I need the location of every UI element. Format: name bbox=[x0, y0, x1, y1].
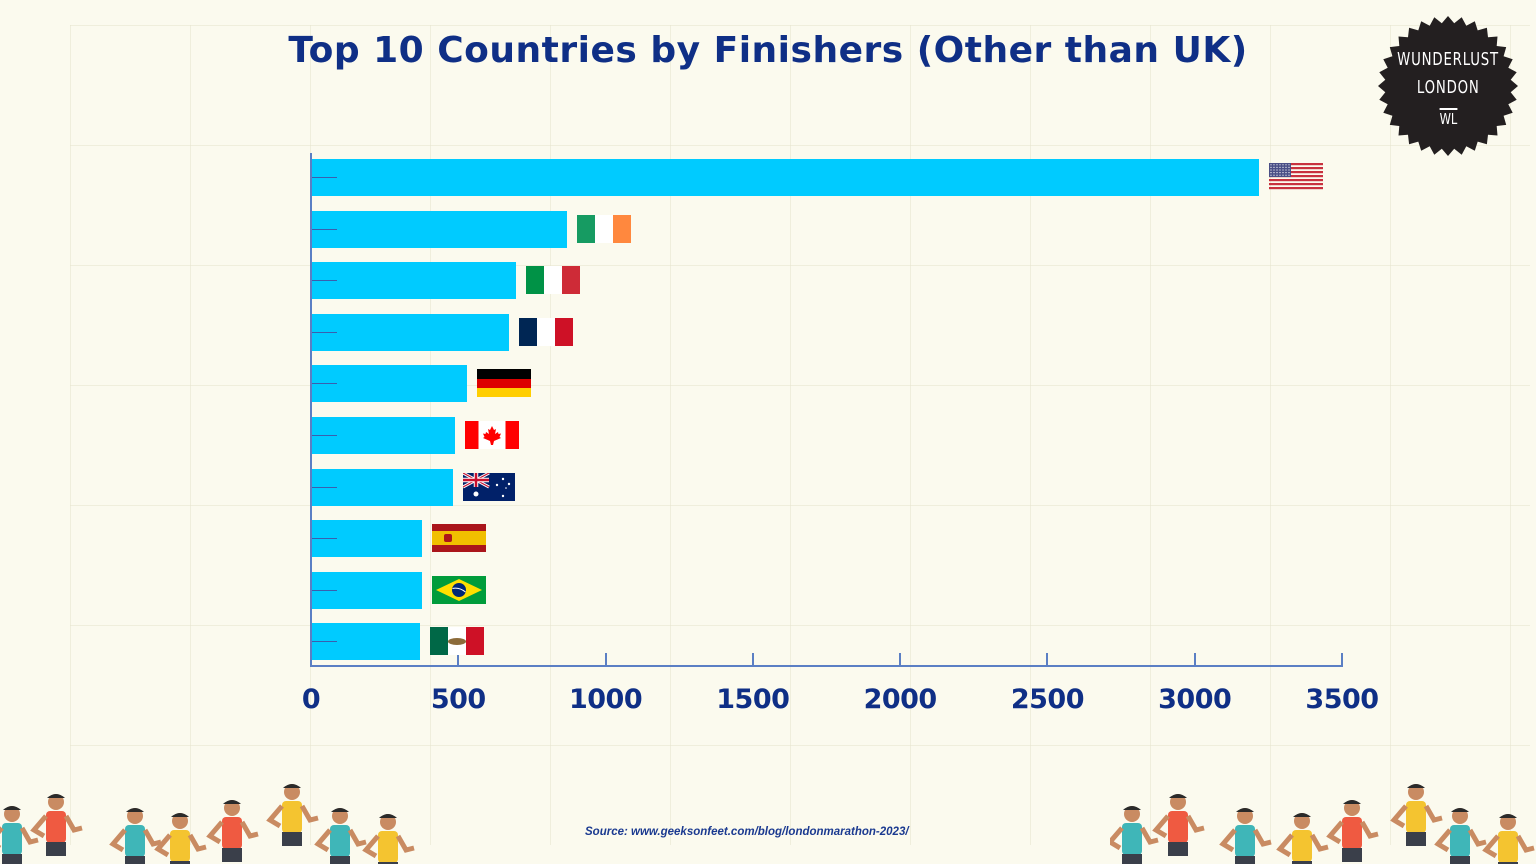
runners-illustration-left-icon bbox=[0, 784, 415, 864]
y-tick-mark bbox=[312, 641, 337, 643]
italy-flag-icon bbox=[526, 266, 581, 295]
x-tick-mark bbox=[1341, 653, 1343, 666]
australia-flag-icon bbox=[463, 472, 517, 501]
x-axis-line bbox=[310, 665, 1343, 667]
bar-usa bbox=[312, 159, 1260, 196]
y-tick-mark bbox=[312, 228, 337, 230]
bar-france bbox=[312, 313, 510, 351]
x-tick-label: 3000 bbox=[1158, 684, 1232, 715]
logo-monogram: WL bbox=[1439, 107, 1457, 128]
logo-line-1: WUNDERLUST bbox=[1397, 48, 1499, 70]
x-tick-mark bbox=[751, 653, 754, 666]
y-tick-mark bbox=[312, 589, 337, 591]
source-caption: Source: www.geeksonfeet.com/blog/londonm… bbox=[585, 826, 909, 838]
x-tick-mark bbox=[899, 653, 902, 666]
x-tick-label: 2000 bbox=[863, 684, 938, 715]
x-tick-label: 1500 bbox=[716, 684, 790, 715]
x-tick-mark bbox=[604, 653, 607, 666]
bar-ireland bbox=[312, 210, 568, 248]
wunderlust-london-badge-icon bbox=[1378, 16, 1518, 156]
x-tick-label: 2500 bbox=[1010, 684, 1085, 715]
x-tick-label: 1000 bbox=[568, 684, 643, 715]
bar-germany bbox=[312, 365, 467, 403]
y-tick-mark bbox=[312, 280, 337, 282]
x-tick-label: 500 bbox=[430, 684, 486, 715]
runners-illustration-right-icon bbox=[1110, 784, 1535, 864]
y-axis-line bbox=[310, 153, 312, 666]
y-tick-mark bbox=[312, 331, 337, 333]
france-flag-icon bbox=[519, 317, 574, 346]
bar-italy bbox=[312, 262, 517, 300]
canada-flag-icon bbox=[464, 421, 519, 449]
y-tick-mark bbox=[312, 383, 337, 385]
logo-line-2: LONDON bbox=[1416, 76, 1480, 98]
ireland-flag-icon bbox=[577, 214, 632, 243]
x-tick-label: 0 bbox=[301, 684, 321, 715]
y-tick-mark bbox=[312, 177, 337, 178]
y-tick-mark bbox=[312, 538, 337, 540]
mexico-flag-icon bbox=[430, 627, 485, 656]
brazil-flag-icon bbox=[431, 575, 486, 604]
usa-flag-icon bbox=[1269, 163, 1324, 191]
x-tick-mark bbox=[457, 653, 460, 666]
chart-title: Top 10 Countries by Finishers (Other tha… bbox=[288, 30, 1248, 71]
y-tick-mark bbox=[312, 435, 337, 436]
spain-flag-icon bbox=[431, 524, 486, 553]
logo-badge: WUNDERLUST LONDON WL bbox=[1378, 16, 1518, 156]
y-tick-mark bbox=[312, 486, 337, 488]
x-tick-mark bbox=[1046, 653, 1049, 666]
x-tick-label: 3500 bbox=[1305, 684, 1379, 715]
x-tick-mark bbox=[1193, 653, 1196, 666]
germany-flag-icon bbox=[476, 369, 531, 398]
